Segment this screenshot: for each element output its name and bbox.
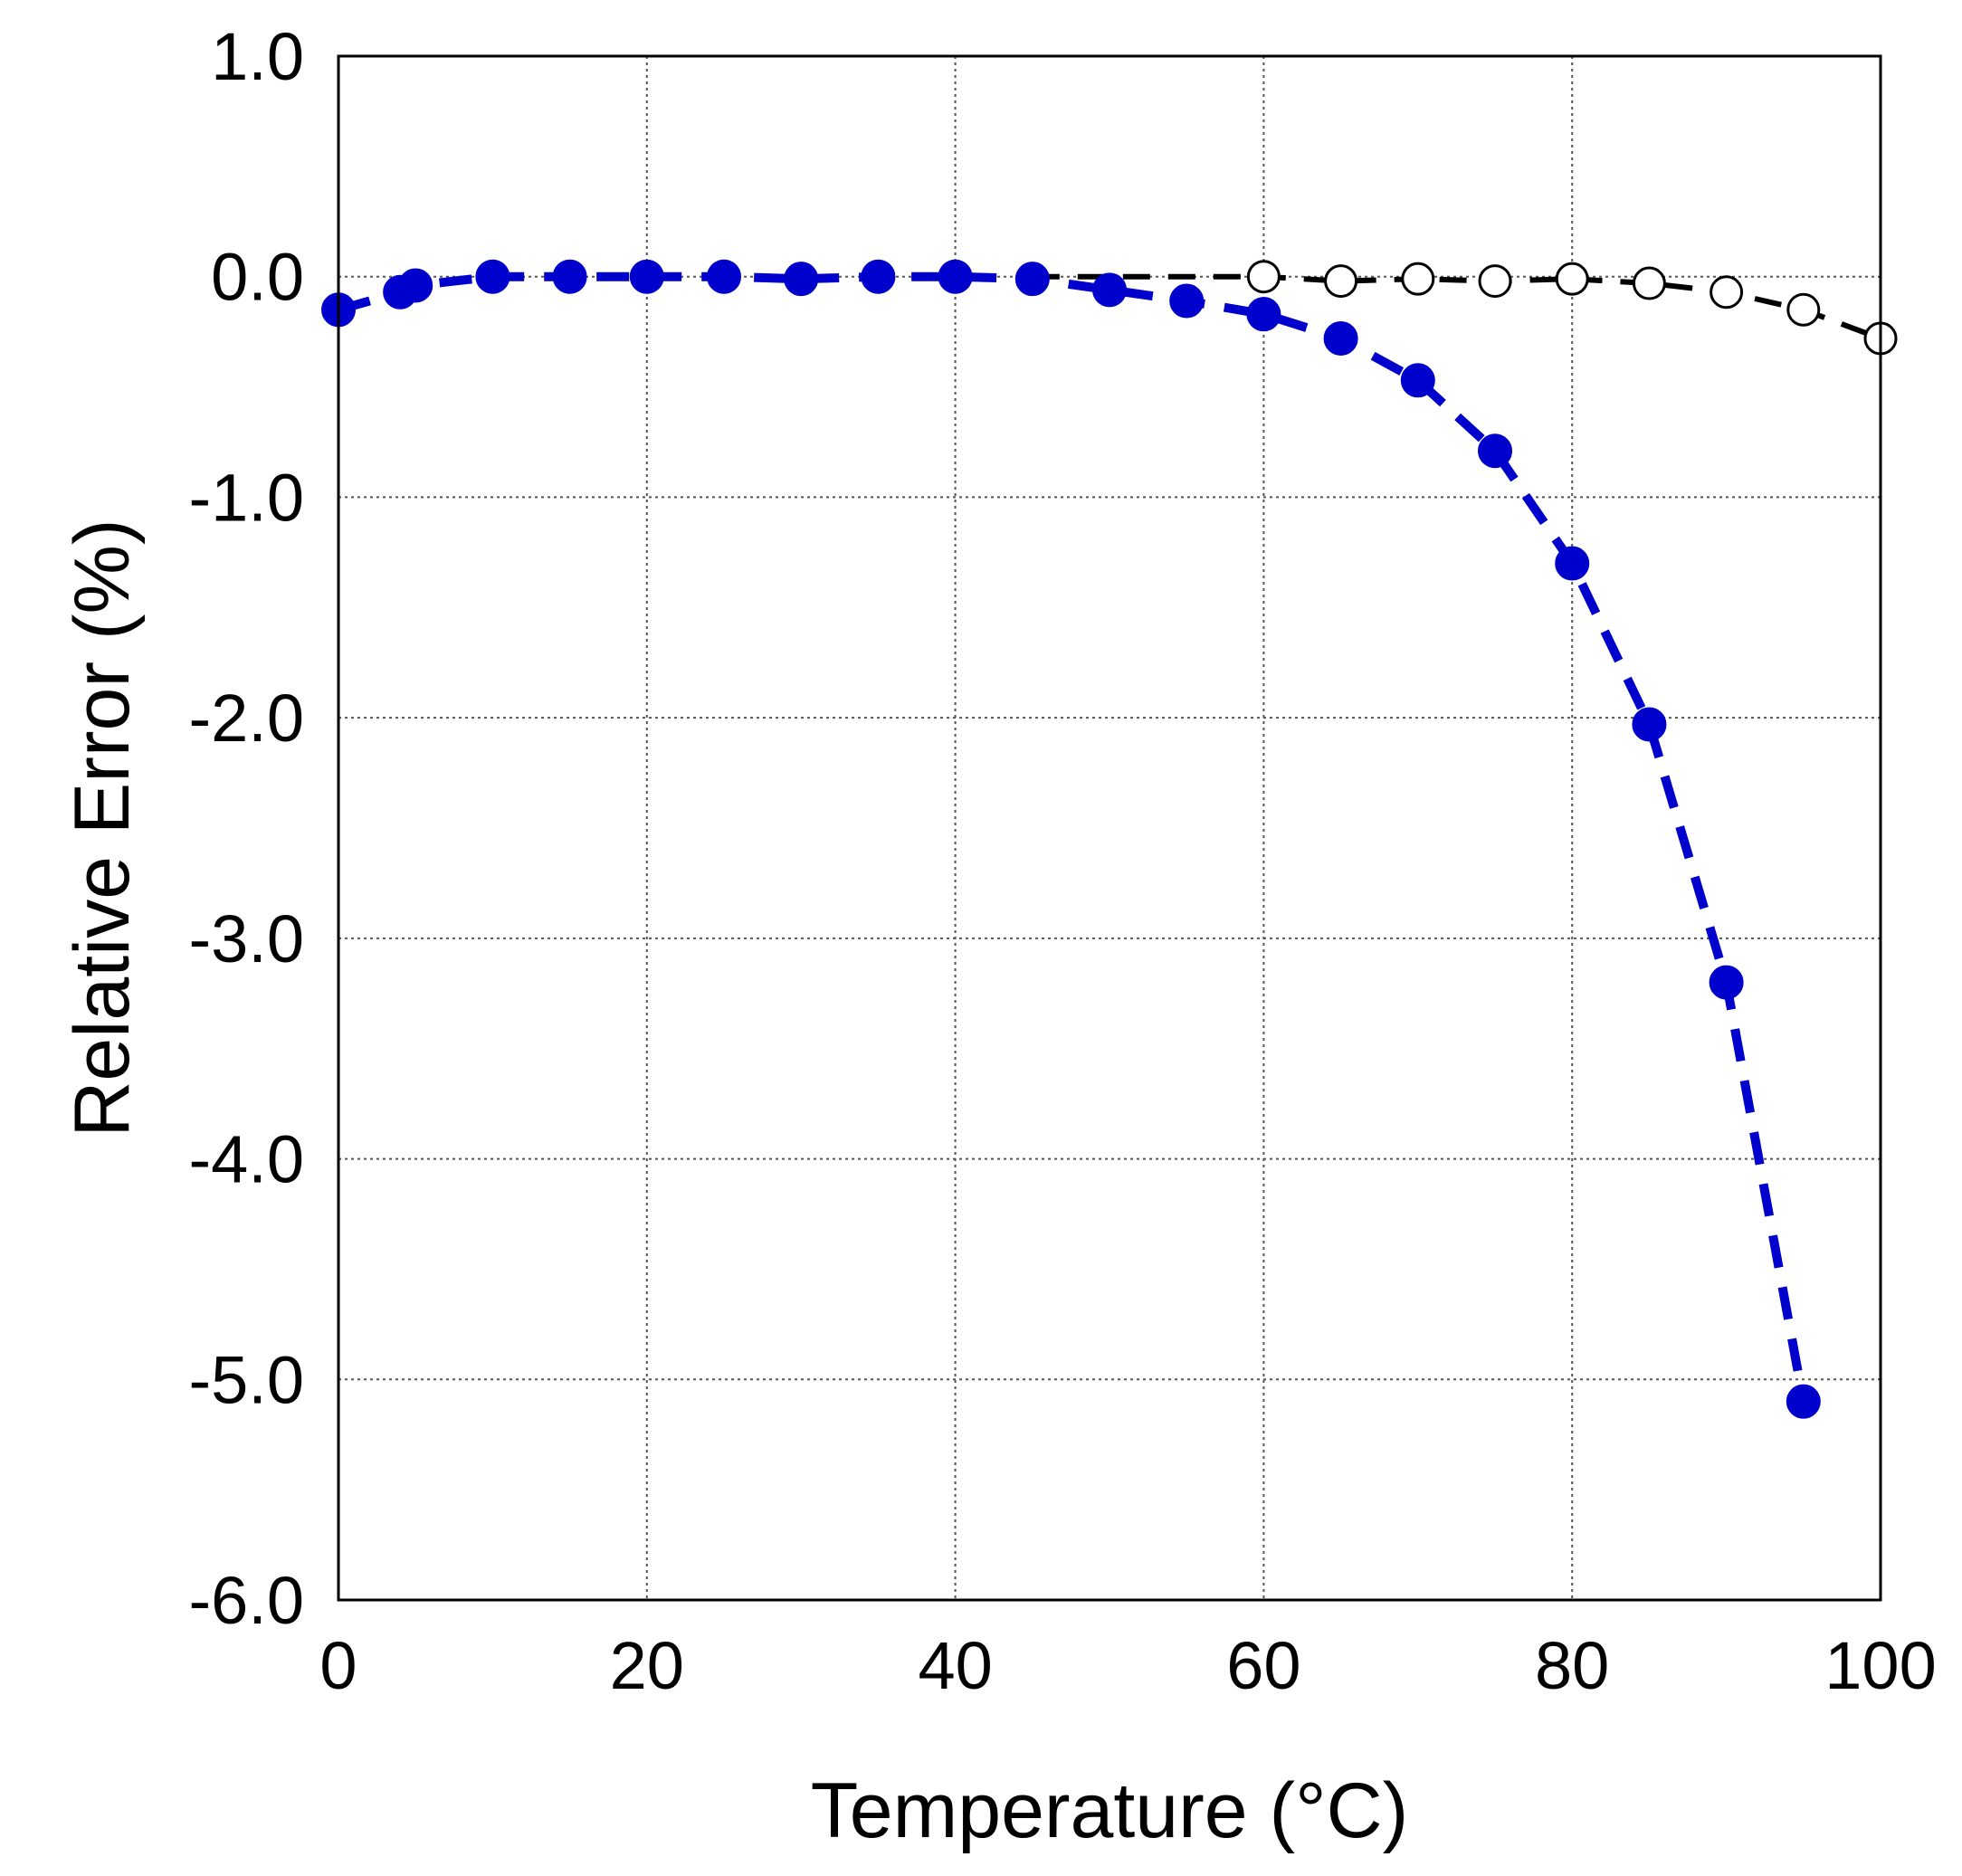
data-point-open [1401, 262, 1435, 296]
x-tick-label: 100 [1824, 1628, 1936, 1703]
x-axis-tick-labels: 0 20 40 60 80 100 [319, 1628, 1936, 1703]
data-point-open [1246, 260, 1281, 294]
y-tick-label: -3.0 [188, 901, 304, 976]
x-axis-title: Temperature (°C) [811, 1767, 1408, 1854]
grid-lines [338, 56, 1881, 1600]
data-point-open [1555, 262, 1589, 296]
y-tick-label: 1.0 [211, 19, 304, 94]
x-tick-label: 0 [319, 1628, 357, 1703]
x-tick-label: 20 [610, 1628, 684, 1703]
series-line [1032, 273, 1882, 341]
y-tick-label: 0.0 [211, 240, 304, 315]
y-axis-title: Relative Error (%) [59, 519, 146, 1137]
y-tick-label: -6.0 [188, 1563, 304, 1638]
data-point-open [1710, 275, 1744, 309]
data-point-filled [1400, 363, 1435, 398]
data-point-open [1786, 292, 1821, 327]
y-axis-tick-labels: 1.0 0.0 -1.0 -2.0 -3.0 -4.0 -5.0 -6.0 [188, 19, 304, 1638]
data-point-open [1478, 264, 1512, 299]
y-tick-label: -4.0 [188, 1122, 304, 1197]
x-tick-label: 40 [918, 1628, 992, 1703]
data-point-open [1632, 266, 1666, 300]
series-markers [321, 259, 1898, 1419]
data-point-filled [1555, 546, 1590, 581]
y-tick-label: -5.0 [188, 1342, 304, 1417]
data-point-filled [552, 259, 587, 294]
data-point-filled [398, 268, 433, 303]
data-point-filled [1632, 707, 1667, 742]
data-point-filled [861, 259, 896, 294]
data-point-filled [1246, 297, 1281, 332]
data-point-filled [1014, 262, 1050, 297]
data-point-filled [707, 259, 741, 294]
data-point-filled [1478, 433, 1512, 469]
data-point-filled [1323, 320, 1358, 356]
plot-area-frame [337, 54, 1882, 1602]
data-point-filled [1092, 272, 1127, 308]
data-point-filled [475, 259, 510, 294]
x-tick-label: 60 [1226, 1628, 1300, 1703]
data-point-filled [784, 262, 819, 297]
y-tick-label: -1.0 [188, 460, 304, 535]
data-point-open [1324, 264, 1358, 299]
data-point-filled [629, 259, 664, 294]
data-point-filled [1169, 283, 1205, 319]
data-point-filled [1709, 965, 1744, 1000]
x-tick-label: 80 [1535, 1628, 1609, 1703]
y-tick-label: -2.0 [188, 681, 304, 756]
data-point-filled [1786, 1384, 1821, 1419]
data-point-filled [938, 259, 973, 294]
